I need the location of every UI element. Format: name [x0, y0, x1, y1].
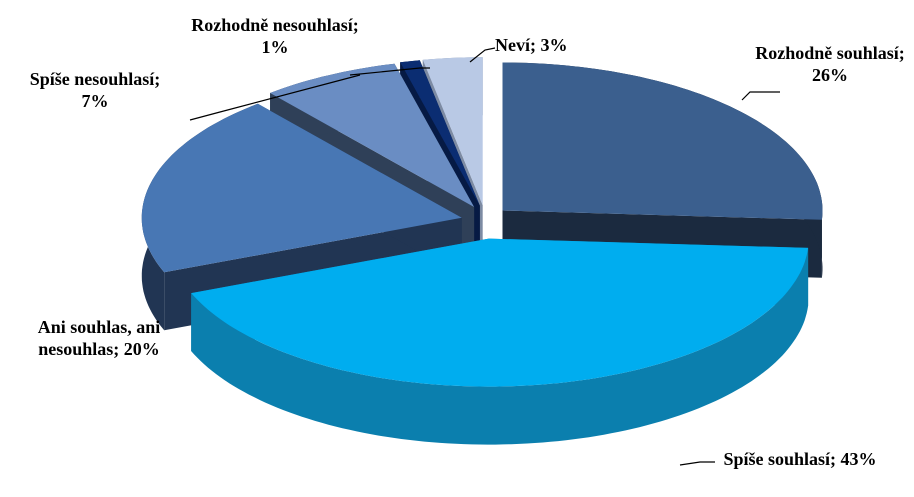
data-label: Spíše souhlasí; 43% — [723, 449, 877, 469]
data-label: Neví; 3% — [495, 35, 568, 55]
slice — [191, 238, 809, 387]
data-label: Rozhodně nesouhlasí; 1% — [191, 15, 359, 57]
slice — [422, 57, 483, 206]
slice-side — [191, 247, 809, 445]
leader-line — [469, 47, 496, 63]
leader-line — [741, 91, 780, 101]
slice — [502, 62, 823, 220]
data-label: Ani souhlas, ani nesouhlas; 20% — [37, 317, 161, 359]
slice — [270, 63, 475, 208]
slice — [400, 60, 480, 206]
data-label: Rozhodně souhlasí; 26% — [755, 43, 905, 85]
data-label: Spíše nesouhlasí; 7% — [29, 69, 161, 111]
leader-line — [189, 74, 361, 121]
slice — [141, 103, 462, 273]
slices — [141, 57, 823, 445]
leader-line — [679, 461, 715, 466]
leader-line — [349, 67, 430, 76]
